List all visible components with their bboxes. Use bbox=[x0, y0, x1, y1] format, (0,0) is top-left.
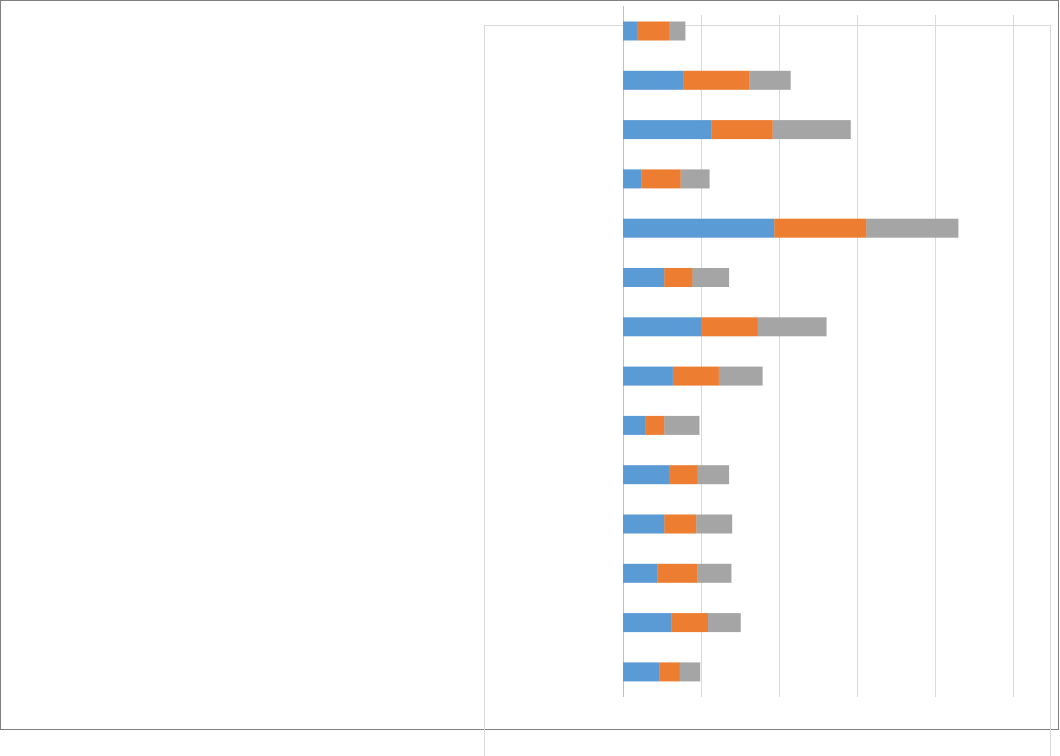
bar-segment bbox=[683, 70, 750, 90]
bar-segment bbox=[672, 366, 719, 386]
chart-border bbox=[0, 0, 1059, 730]
bar-segment bbox=[623, 613, 672, 633]
bar-segment bbox=[645, 415, 665, 435]
bar-segment bbox=[623, 366, 673, 386]
plot-border bbox=[484, 25, 1051, 756]
bar-segment bbox=[641, 169, 681, 189]
bar-segment bbox=[718, 366, 763, 386]
bar-segment bbox=[774, 218, 867, 238]
bar-segment bbox=[623, 662, 660, 682]
bar-segment bbox=[623, 21, 638, 41]
bar-segment bbox=[623, 268, 665, 287]
bar-segment bbox=[664, 415, 700, 435]
bar-segment bbox=[623, 415, 646, 435]
bar-segment bbox=[664, 268, 693, 287]
bar-segment bbox=[772, 120, 851, 140]
bar-segment bbox=[637, 21, 670, 41]
bar-segment bbox=[711, 120, 773, 140]
bar-segment bbox=[623, 120, 712, 140]
bar-segment bbox=[623, 514, 665, 534]
bar-segment bbox=[623, 563, 658, 583]
bar-segment bbox=[708, 613, 741, 633]
bar-segment bbox=[669, 21, 686, 41]
bar-segment bbox=[696, 514, 733, 534]
bar-segment bbox=[671, 613, 709, 633]
bar-segment bbox=[669, 465, 698, 485]
bar-segment bbox=[697, 465, 730, 485]
bar-segment bbox=[623, 218, 775, 238]
bar-segment bbox=[680, 169, 710, 189]
bar-segment bbox=[692, 268, 730, 287]
bar-segment bbox=[866, 218, 959, 238]
bar-segment bbox=[623, 317, 701, 337]
bar-segment bbox=[749, 70, 791, 90]
bar-segment bbox=[623, 465, 670, 485]
bar-segment bbox=[664, 514, 697, 534]
bar-segment bbox=[697, 563, 732, 583]
bar-segment bbox=[659, 662, 680, 682]
bar-segment bbox=[623, 169, 642, 189]
bar-segment bbox=[679, 662, 701, 682]
bar-segment bbox=[757, 317, 827, 337]
bar-segment bbox=[701, 317, 758, 337]
bar-segment bbox=[623, 70, 684, 90]
bar-segment bbox=[657, 563, 698, 583]
